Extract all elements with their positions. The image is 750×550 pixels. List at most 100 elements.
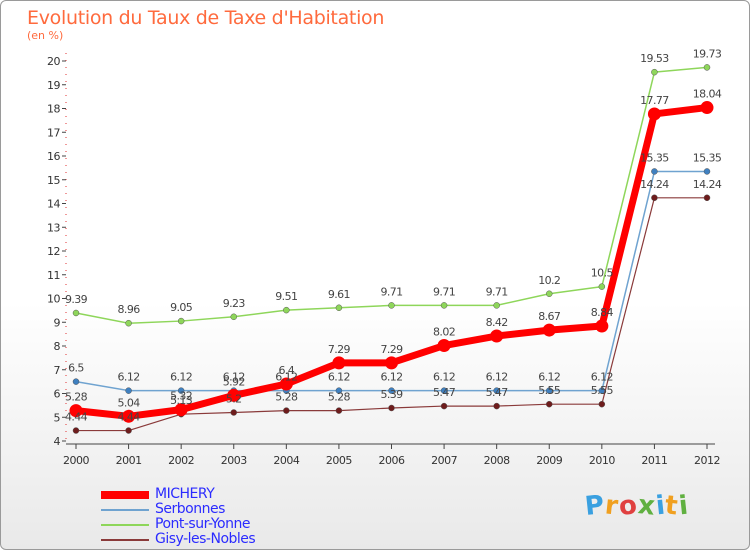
logo-letter: i — [677, 490, 691, 522]
data-point — [283, 407, 290, 414]
data-label: 5.39 — [380, 388, 403, 401]
x-tick-label: 2011 — [641, 454, 667, 467]
data-point — [703, 194, 711, 202]
data-point — [72, 378, 80, 385]
legend-label: MICHERY — [155, 486, 215, 502]
data-label: 6.12 — [275, 371, 297, 384]
x-tick-label: 2001 — [116, 454, 142, 467]
x-tick-label: 2009 — [536, 454, 562, 467]
data-point — [493, 387, 500, 394]
data-point — [125, 387, 132, 394]
data-point — [651, 168, 658, 175]
data-label: 15.35 — [693, 151, 722, 164]
data-label: 8.02 — [433, 326, 455, 339]
data-point — [440, 302, 448, 309]
data-point — [335, 387, 343, 394]
data-point — [385, 356, 398, 370]
data-point — [279, 377, 293, 391]
data-point — [227, 388, 241, 402]
data-label: 6.12 — [223, 371, 245, 384]
data-label: 9.71 — [380, 285, 402, 298]
legend-swatch — [101, 508, 149, 511]
data-point — [546, 387, 553, 394]
data-label: 6.5 — [68, 362, 84, 375]
data-point — [122, 409, 136, 423]
data-label: 6.12 — [328, 371, 350, 384]
data-label: 6.4 — [278, 364, 294, 377]
data-label: 4.44 — [65, 411, 88, 424]
data-label: 7.29 — [380, 343, 403, 356]
data-label: 8.84 — [591, 306, 614, 319]
data-point — [493, 402, 500, 410]
data-point — [332, 356, 346, 370]
x-tick-label: 2008 — [484, 454, 510, 467]
x-tick-label: 2003 — [221, 454, 247, 467]
data-label: 5.28 — [328, 391, 351, 404]
y-tick-label: 19 — [47, 79, 60, 92]
data-label: 6.12 — [538, 371, 560, 384]
data-label: 5.55 — [591, 384, 614, 397]
y-tick-label: 6 — [54, 388, 61, 401]
legend-item: Gisy-les-Nobles — [101, 532, 256, 547]
y-tick-label: 17 — [47, 126, 60, 139]
y-tick-label: 10 — [47, 293, 60, 306]
legend-item: Serbonnes — [101, 502, 255, 517]
y-tick-label: 7 — [54, 364, 61, 377]
y-tick-label: 14 — [47, 198, 60, 211]
data-label: 5.2 — [226, 393, 242, 406]
data-label: 6.12 — [118, 371, 140, 384]
data-point — [283, 306, 290, 314]
y-tick-label: 18 — [47, 103, 60, 116]
y-tick-label: 20 — [47, 55, 60, 68]
y-tick-label: 16 — [47, 150, 60, 163]
chart-subtitle: (en %) — [27, 29, 64, 42]
legend-swatch — [101, 523, 149, 526]
data-label: 5.55 — [538, 384, 561, 397]
data-point — [177, 317, 185, 325]
data-point — [440, 387, 448, 394]
data-label: 15.35 — [640, 151, 669, 164]
data-point — [440, 402, 448, 410]
data-point — [388, 302, 395, 309]
data-label: 17.77 — [640, 94, 669, 107]
data-label: 5.28 — [275, 391, 298, 404]
legend: MICHERY Serbonnes Pont-sur-Yonne Gisy-les-N… — [101, 487, 256, 547]
data-point — [335, 304, 343, 312]
x-tick-label: 2002 — [168, 454, 194, 467]
x-tick-label: 2004 — [273, 454, 299, 467]
data-label: 9.05 — [170, 301, 193, 314]
chart-title: Evolution du Taux de Taxe d'Habitation — [27, 7, 385, 29]
data-point — [174, 403, 188, 417]
data-point — [595, 319, 609, 333]
legend-item: Pont-sur-Yonne — [101, 517, 255, 532]
data-point — [125, 319, 132, 327]
data-label: 6.12 — [380, 371, 402, 384]
data-label: 9.61 — [328, 288, 350, 301]
x-tick-label: 2005 — [326, 454, 352, 467]
data-label: 9.51 — [275, 290, 297, 303]
data-label: 8.67 — [538, 310, 561, 323]
data-point — [177, 387, 185, 394]
data-label: 5.32 — [170, 390, 192, 403]
legend-label: Serbonnes — [155, 501, 225, 517]
legend-item: MICHERY — [101, 487, 255, 502]
data-point — [437, 339, 451, 353]
data-point — [647, 107, 661, 121]
legend-swatch — [101, 490, 149, 499]
data-point — [335, 407, 343, 414]
axes: 4 5 6 7 8 9 10 11 12 13 14 15 16 17 18 19 20 2000 2001 2002… — [47, 53, 721, 467]
data-label: 4.44 — [118, 411, 141, 424]
data-label: 9.23 — [223, 297, 246, 310]
data-point — [703, 64, 711, 71]
proxiti-logo: Proxiti — [583, 490, 691, 522]
y-tick-label: 15 — [47, 174, 60, 187]
data-label: 10.2 — [538, 274, 560, 287]
data-point — [230, 409, 237, 416]
data-label: 5.47 — [486, 386, 509, 399]
y-tick-label: 13 — [47, 221, 60, 234]
data-point — [388, 387, 395, 394]
data-label: 5.04 — [118, 396, 141, 409]
data-label: 14.24 — [693, 178, 722, 191]
